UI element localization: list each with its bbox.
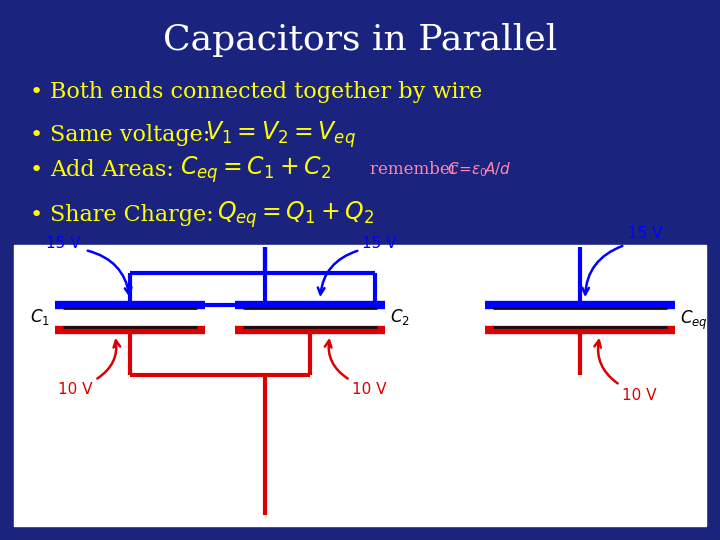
- Text: remember: remember: [370, 161, 463, 179]
- Text: Same voltage:: Same voltage:: [50, 124, 217, 146]
- Text: •: •: [30, 125, 43, 145]
- Text: $C_{eq} = C_1+C_2$: $C_{eq} = C_1+C_2$: [180, 154, 331, 185]
- Bar: [14, 245, 706, 526]
- Text: 15 V: 15 V: [628, 226, 662, 240]
- Text: $V_1 = V_2 = V_{eq}$: $V_1 = V_2 = V_{eq}$: [205, 120, 356, 150]
- Text: $C_2$: $C_2$: [390, 307, 410, 327]
- Text: 10 V: 10 V: [352, 382, 387, 397]
- Text: Capacitors in Parallel: Capacitors in Parallel: [163, 23, 557, 57]
- Text: Both ends connected together by wire: Both ends connected together by wire: [50, 81, 482, 103]
- Text: $Q_{eq} = Q_1+Q_2$: $Q_{eq} = Q_1+Q_2$: [217, 200, 374, 231]
- Text: Share Charge:: Share Charge:: [50, 204, 221, 226]
- Text: •: •: [30, 160, 43, 180]
- Text: •: •: [30, 82, 43, 102]
- Text: 15 V: 15 V: [45, 235, 80, 251]
- Text: Add Areas:: Add Areas:: [50, 159, 188, 181]
- Text: Physics 102: Lecture 4, Slide 23: Physics 102: Lecture 4, Slide 23: [18, 513, 174, 523]
- Text: •: •: [30, 205, 43, 225]
- Text: 15 V: 15 V: [362, 235, 397, 251]
- Text: $C_1$: $C_1$: [30, 307, 50, 327]
- Text: $C\!=\!\varepsilon_0\!A/d$: $C\!=\!\varepsilon_0\!A/d$: [447, 160, 512, 179]
- Text: $C_{eq}$: $C_{eq}$: [680, 308, 708, 332]
- Text: 10 V: 10 V: [622, 388, 657, 402]
- Text: 10 V: 10 V: [58, 382, 92, 397]
